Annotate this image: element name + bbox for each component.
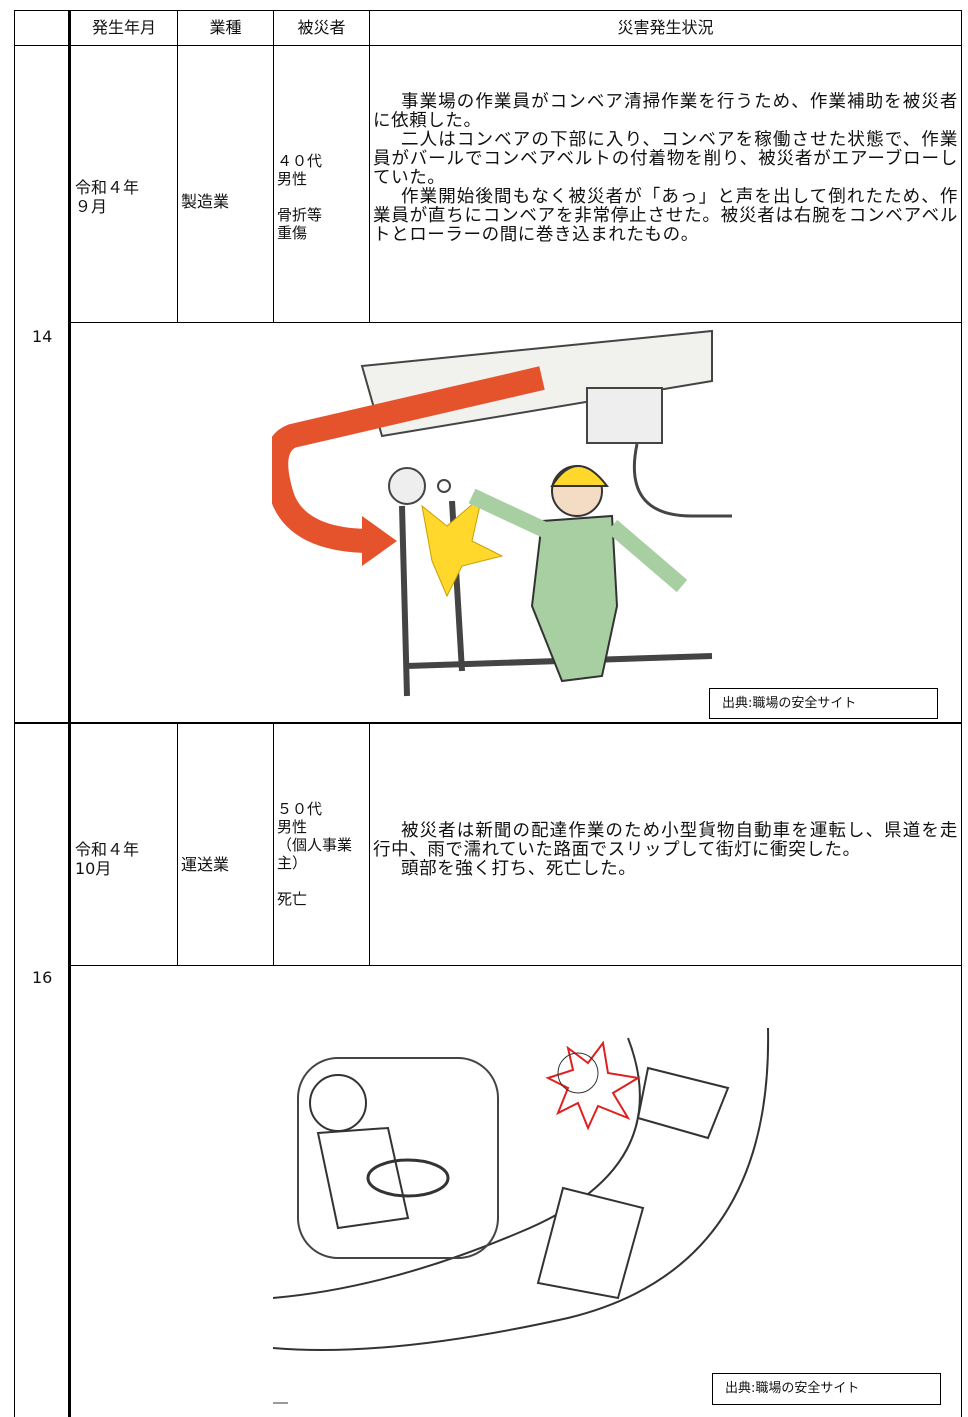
rule (961, 10, 962, 1417)
rule (14, 10, 15, 1417)
victim-line: （個人事業主） (277, 836, 353, 872)
industry: 製造業 (181, 192, 230, 211)
paragraph: 頭部を強く打ち、死亡した。 (401, 859, 637, 879)
rule (273, 10, 274, 322)
situation: 事業場の作業員がコンベア清掃作業を行うため、作業補助を被災者に依頼した。 二人は… (373, 93, 958, 245)
rule (68, 10, 71, 1417)
credit: 出典:職場の安全サイト (709, 688, 938, 719)
rule (14, 10, 962, 11)
industry: 運送業 (181, 855, 230, 874)
victim-line: ４０代 (277, 152, 323, 170)
situation: 被災者は新聞の配達作業のため小型貨物自動車を運転し、県道を走行中、雨で濡れていた… (373, 822, 958, 879)
paragraph: 二人はコンベアの下部に入り、コンベアを稼働させた状態で、作業員がバールでコンベア… (373, 130, 958, 188)
accident-illustration (272, 1027, 770, 1404)
date-line: ９月 (75, 197, 108, 216)
rule (14, 45, 962, 46)
victim-line: 骨折等 (277, 206, 323, 224)
rule (369, 10, 370, 322)
rule (369, 722, 370, 965)
victim: ５０代 男性 （個人事業主） 死亡 (277, 800, 369, 908)
rule (273, 722, 274, 965)
date: 令和４年 ９月 (75, 178, 139, 216)
date-line: 令和４年 (75, 840, 140, 859)
date-line: 令和４年 (75, 178, 140, 197)
header-cell: 災害発生状況 (617, 18, 714, 37)
rule (177, 10, 178, 322)
case-number: 16 (32, 968, 53, 987)
date: 令和４年 10月 (75, 840, 139, 878)
conveyor-illustration (272, 329, 732, 697)
victim: ４０代 男性 骨折等 重傷 (277, 152, 369, 242)
date-line: 10月 (75, 859, 112, 878)
victim-line: 男性 (277, 818, 308, 836)
header-cell: 業種 (209, 18, 242, 37)
rule (14, 722, 962, 724)
victim-line: 男性 (277, 170, 308, 188)
case-number: 14 (32, 327, 53, 346)
rule (70, 322, 962, 323)
paragraph: 事業場の作業員がコンベア清掃作業を行うため、作業補助を被災者に依頼した。 (373, 92, 958, 131)
victim-line: 死亡 (277, 890, 308, 908)
paragraph: 作業開始後間もなく被災者が「あっ」と声を出して倒れたため、作業員が直ちにコンベア… (373, 187, 958, 245)
paragraph: 被災者は新聞の配達作業のため小型貨物自動車を運転し、県道を走行中、雨で濡れていた… (373, 821, 958, 860)
victim-line: ５０代 (277, 800, 323, 818)
credit: 出典:職場の安全サイト (712, 1373, 941, 1405)
header-cell: 発生年月 (91, 18, 156, 37)
rule (70, 965, 962, 966)
header-cell: 被災者 (297, 18, 346, 37)
rule (177, 722, 178, 965)
victim-line: 重傷 (277, 224, 308, 242)
